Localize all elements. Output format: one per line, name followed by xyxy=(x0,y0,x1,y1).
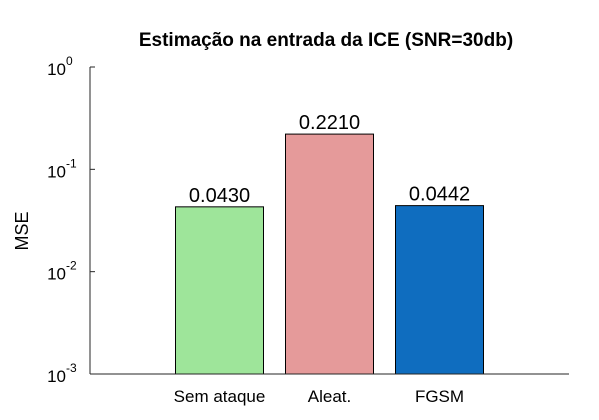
y-tick-exponent: 0 xyxy=(66,54,73,68)
y-tick-exponent: -2 xyxy=(66,259,77,273)
y-tick-label: 10 xyxy=(47,60,66,79)
x-tick-label: Aleat. xyxy=(308,387,351,406)
x-tick-label: Sem ataque xyxy=(174,387,266,406)
bar-value-label: 0.0430 xyxy=(189,185,250,207)
y-tick-label: 10 xyxy=(47,162,66,181)
bars xyxy=(175,133,484,375)
data-labels: 0.0430 0.2210 0.0442 xyxy=(189,112,470,207)
y-tick-exponent: -3 xyxy=(66,361,77,375)
x-tick-labels: Sem ataque Aleat. FGSM xyxy=(174,387,464,406)
bar-value-label: 0.2210 xyxy=(299,112,360,134)
chart-title: Estimação na entrada da ICE (SNR=30db) xyxy=(139,30,513,51)
bar xyxy=(395,205,484,375)
bar-value-label: 0.0442 xyxy=(409,184,470,206)
y-tick-exponent: -1 xyxy=(66,156,77,170)
bar xyxy=(175,206,264,375)
y-axis-label: MSE xyxy=(12,211,32,250)
x-tick-label: FGSM xyxy=(415,387,464,406)
y-tick-label: 10 xyxy=(47,265,66,284)
bar xyxy=(285,133,374,375)
y-tick-label: 10 xyxy=(47,367,66,386)
